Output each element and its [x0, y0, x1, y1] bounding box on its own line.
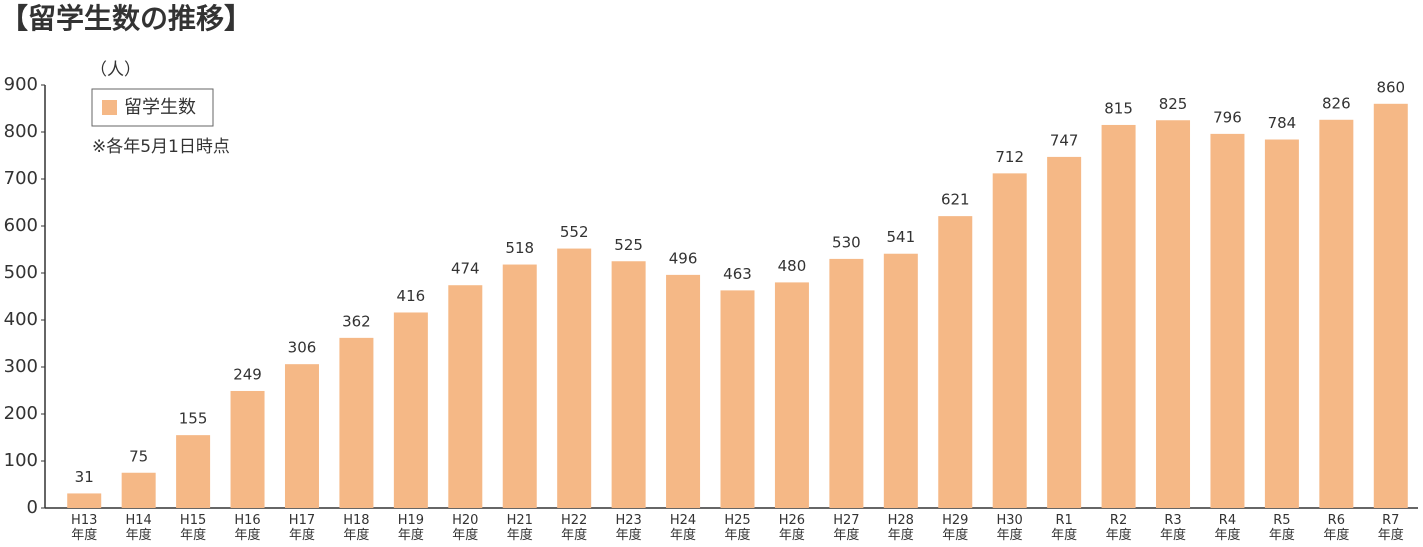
- x-tick-label: R6 年度: [1323, 513, 1350, 543]
- bar: [720, 290, 755, 508]
- bar: [284, 364, 319, 508]
- bar: [502, 264, 537, 508]
- bar: [67, 493, 102, 508]
- bar: [829, 258, 864, 508]
- x-tick-label: H24 年度: [669, 513, 697, 543]
- bar: [1101, 124, 1136, 508]
- bar: [557, 248, 592, 508]
- bar: [176, 435, 211, 508]
- data-label: 552: [560, 223, 589, 241]
- data-label: 31: [75, 468, 94, 486]
- bar: [1264, 139, 1299, 508]
- x-tick-label: H17 年度: [288, 513, 316, 543]
- x-tick-label: H23 年度: [615, 513, 642, 543]
- data-label: 784: [1268, 114, 1297, 132]
- y-tick-label: 900: [4, 74, 38, 95]
- x-tick-label: R7 年度: [1377, 513, 1404, 543]
- data-label: 796: [1213, 108, 1242, 126]
- bar: [666, 274, 701, 508]
- y-axis-label: （人）: [90, 60, 141, 80]
- x-tick-label: H13 年度: [71, 513, 98, 543]
- note: ※各年5月1日時点: [92, 137, 230, 157]
- x-tick-label: R5 年度: [1268, 513, 1295, 543]
- y-tick-label: 500: [4, 262, 38, 283]
- data-label: 496: [669, 249, 698, 267]
- bar: [611, 261, 646, 508]
- data-label: 416: [397, 287, 426, 305]
- data-label: 530: [832, 233, 861, 251]
- data-label: 463: [723, 265, 752, 283]
- data-label: 249: [233, 365, 262, 383]
- x-tick-label: H21 年度: [506, 513, 533, 543]
- data-label: 480: [778, 257, 807, 275]
- bar: [1210, 133, 1245, 508]
- x-tick-label: H16 年度: [234, 513, 261, 543]
- x-tick-label: H30 年度: [996, 513, 1023, 543]
- y-tick-label: 400: [4, 309, 38, 330]
- x-tick-label: H27 年度: [833, 513, 860, 543]
- bar: [1047, 156, 1082, 508]
- x-tick-label: H19 年度: [397, 513, 425, 543]
- x-tick-label: H29 年度: [942, 513, 969, 543]
- data-label: 621: [941, 191, 970, 209]
- x-tick-label: H18 年度: [343, 513, 370, 543]
- data-label: 815: [1104, 99, 1133, 117]
- x-tick-label: H15 年度: [179, 513, 207, 543]
- data-label: 155: [179, 410, 208, 428]
- y-tick-label: 600: [4, 215, 38, 236]
- data-label: 518: [505, 239, 534, 257]
- bar: [1156, 120, 1191, 508]
- x-tick-label: H26 年度: [778, 513, 806, 543]
- bar: [339, 337, 374, 508]
- bar: [393, 312, 428, 508]
- x-tick-label: R3 年度: [1160, 513, 1187, 543]
- x-tick-label: H25 年度: [724, 513, 751, 543]
- bar: [1373, 103, 1408, 509]
- data-label: 525: [614, 236, 643, 254]
- bar: [938, 216, 973, 508]
- legend-swatch: [102, 100, 117, 115]
- data-label: 747: [1050, 131, 1079, 149]
- y-tick-label: 700: [4, 168, 38, 189]
- x-tick-label: R4 年度: [1214, 513, 1241, 543]
- x-tick-label: R2 年度: [1105, 513, 1132, 543]
- bar: [1319, 119, 1354, 508]
- bar: [883, 253, 918, 508]
- chart-title: 【留学生数の推移】: [0, 2, 252, 35]
- y-tick-label: 200: [4, 403, 38, 424]
- data-label: 860: [1376, 78, 1405, 96]
- data-label: 306: [288, 339, 317, 357]
- data-label: 825: [1159, 95, 1188, 113]
- x-tick-label: R1 年度: [1051, 513, 1078, 543]
- x-tick-label: H22 年度: [561, 513, 588, 543]
- y-tick-label: 0: [27, 497, 38, 518]
- x-tick-label: H20 年度: [452, 513, 479, 543]
- x-tick-label: H14 年度: [125, 513, 152, 543]
- bar: [992, 173, 1027, 509]
- y-tick-label: 100: [4, 450, 38, 471]
- bar: [448, 285, 483, 508]
- legend-label: 留学生数: [124, 97, 196, 118]
- x-tick-label: H28 年度: [887, 513, 914, 543]
- data-label: 474: [451, 260, 480, 278]
- data-label: 826: [1322, 94, 1351, 112]
- data-label: 362: [342, 312, 371, 330]
- y-tick-label: 800: [4, 121, 38, 142]
- bar: [774, 282, 809, 508]
- data-label: 75: [129, 447, 148, 465]
- data-label: 712: [995, 148, 1024, 166]
- bar: [230, 390, 265, 508]
- bar: [121, 472, 156, 508]
- y-tick-label: 300: [4, 356, 38, 377]
- data-label: 541: [886, 228, 915, 246]
